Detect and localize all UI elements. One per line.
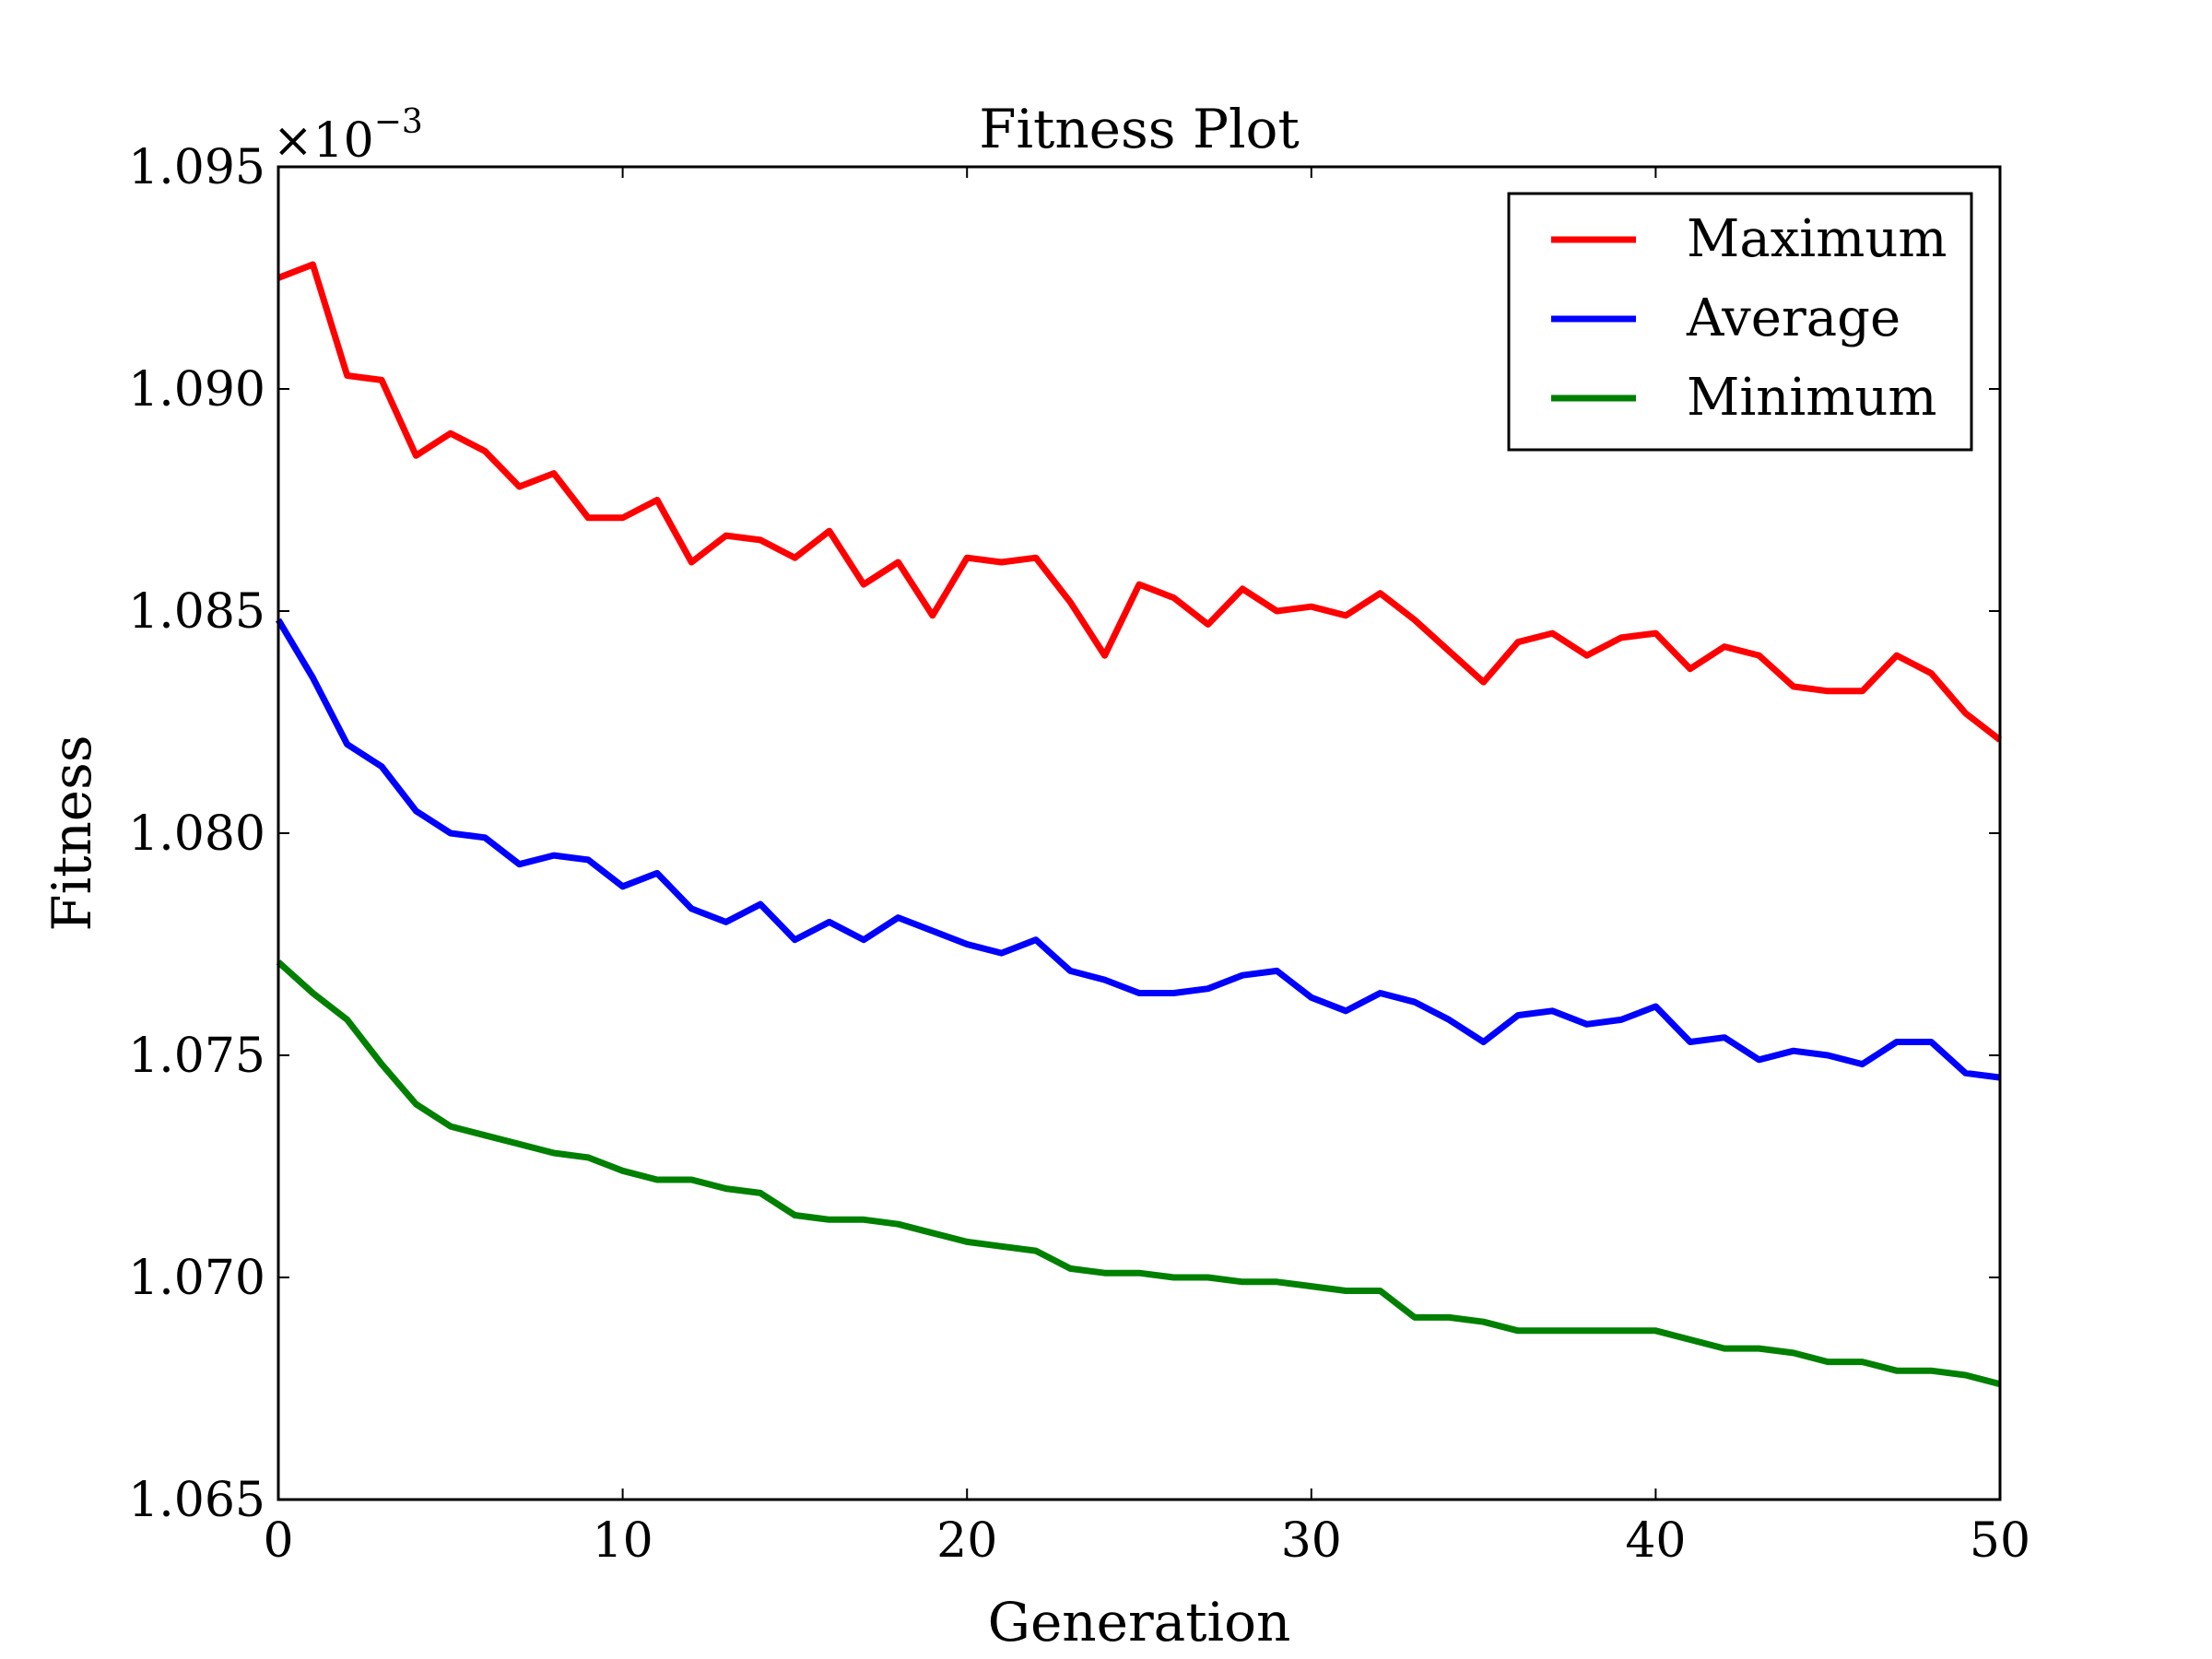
legend: Maximum Average Minimum bbox=[1507, 192, 1973, 452]
y-offset-exponent: −3 bbox=[374, 103, 423, 141]
y-offset-base: ×10 bbox=[273, 113, 374, 169]
legend-label-minimum: Minimum bbox=[1687, 368, 1937, 428]
y-offset-label: ×10−3 bbox=[273, 103, 423, 169]
x-tick-label: 50 bbox=[1970, 1513, 2030, 1569]
series-line-minimum bbox=[276, 959, 2001, 1388]
y-tick-label: 1.085 bbox=[128, 584, 265, 640]
x-axis-label: Generation bbox=[988, 1591, 1291, 1653]
y-tick-label: 1.075 bbox=[128, 1029, 265, 1084]
x-tick-label: 0 bbox=[263, 1513, 293, 1569]
series-line-maximum bbox=[276, 261, 2003, 743]
legend-label-maximum: Maximum bbox=[1687, 209, 1947, 269]
y-tick-label: 1.065 bbox=[128, 1473, 265, 1528]
y-tick-label: 1.080 bbox=[128, 806, 265, 862]
series-layer bbox=[275, 261, 2003, 1388]
y-tick-label: 1.070 bbox=[128, 1251, 265, 1306]
x-tick-label: 10 bbox=[593, 1513, 653, 1569]
legend-entries: Maximum Average Minimum bbox=[1551, 209, 1947, 428]
x-tick-label: 20 bbox=[936, 1513, 997, 1569]
x-tick-label: 30 bbox=[1281, 1513, 1342, 1569]
y-tick-label: 1.095 bbox=[128, 140, 265, 195]
series-line-average bbox=[275, 618, 2001, 1081]
x-tick-label: 40 bbox=[1625, 1513, 1686, 1569]
legend-label-average: Average bbox=[1686, 288, 1900, 348]
chart-title: Fitness Plot bbox=[979, 98, 1300, 160]
y-tick-label: 1.090 bbox=[128, 362, 265, 418]
ticks-layer: 0 10 20 30 40 50 1.065 1.070 1.075 1.080 1.085 1.09… bbox=[128, 140, 2030, 1569]
y-axis-label: Fitness bbox=[41, 735, 103, 931]
